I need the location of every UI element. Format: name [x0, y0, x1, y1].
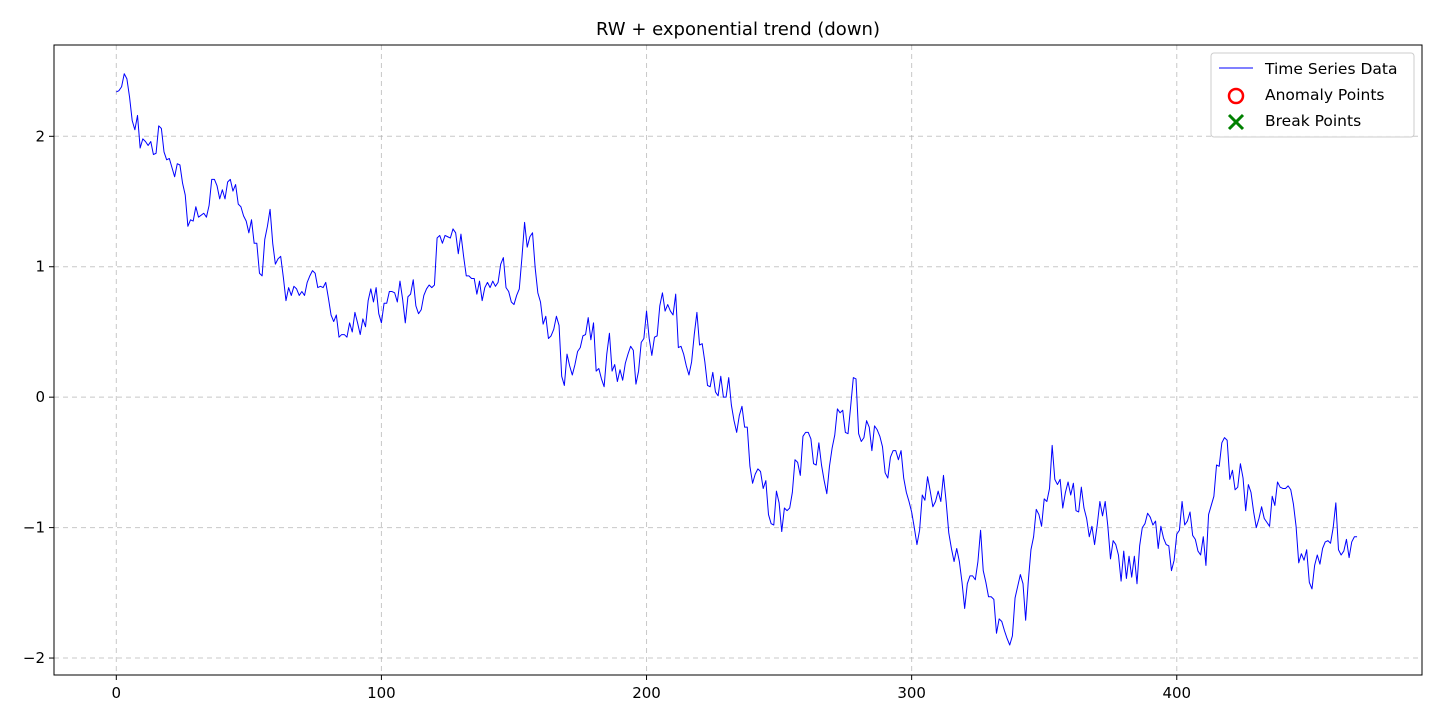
x-tick-label: 400 [1162, 684, 1191, 702]
y-tick-label: 2 [35, 127, 45, 145]
series-layer [116, 73, 1358, 646]
y-tick-label: 1 [35, 258, 45, 276]
legend-label-break-points: Break Points [1265, 112, 1361, 130]
plot-frame [53, 44, 1423, 676]
legend: Time Series Data Anomaly Points Break Po… [1210, 52, 1415, 138]
legend-frame [1210, 52, 1415, 138]
chart-title: RW + exponential trend (down) [596, 19, 880, 40]
x-tick-label: 100 [367, 684, 396, 702]
legend-label-time-series: Time Series Data [1264, 60, 1397, 78]
x-tick-label: 0 [112, 684, 122, 702]
y-tick-label: 0 [35, 388, 45, 406]
legend-x-marker-icon [1227, 113, 1245, 131]
x-tick-label: 300 [897, 684, 926, 702]
axis-ticks: 0 100 200 300 400 −2 −1 0 1 2 [23, 127, 1191, 702]
x-tick-label: 200 [632, 684, 661, 702]
y-tick-label: −1 [23, 519, 45, 537]
legend-circle-marker-icon [1227, 87, 1245, 105]
series-line-time-series-data [116, 73, 1358, 646]
y-tick-label: −2 [23, 649, 45, 667]
legend-label-anomaly-points: Anomaly Points [1265, 86, 1384, 104]
